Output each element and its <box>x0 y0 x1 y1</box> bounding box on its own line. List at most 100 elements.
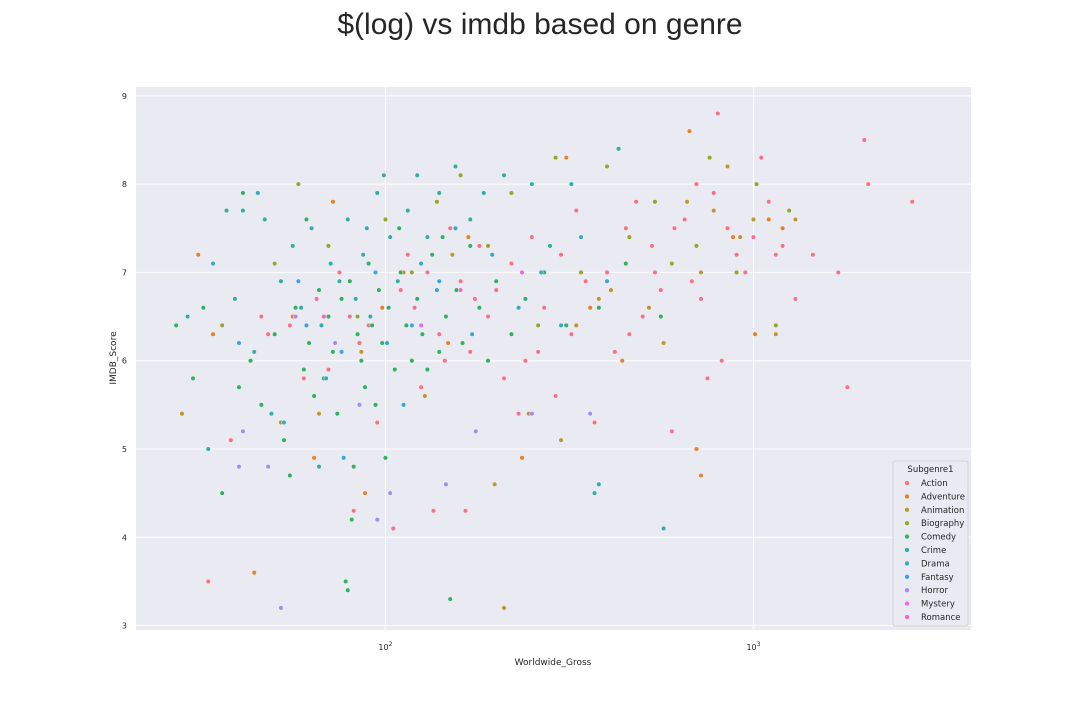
data-point <box>493 287 499 293</box>
legend-marker <box>904 520 910 526</box>
data-point <box>390 525 396 531</box>
data-point <box>780 225 786 231</box>
y-tick-labels: 3 4 5 6 7 8 9 <box>122 92 127 631</box>
data-point <box>704 375 710 381</box>
data-point <box>730 234 736 240</box>
data-point <box>436 278 442 284</box>
data-point <box>355 331 361 337</box>
data-point <box>295 278 301 284</box>
data-point <box>447 225 453 231</box>
data-point <box>623 225 629 231</box>
data-point <box>587 411 593 417</box>
data-point <box>395 278 401 284</box>
data-point <box>501 172 507 178</box>
legend-item-label: Adventure <box>921 492 965 502</box>
legend-item-label: Biography <box>921 519 964 529</box>
data-point <box>773 322 779 328</box>
data-point <box>384 340 390 346</box>
data-point <box>409 358 415 364</box>
data-point <box>596 481 602 487</box>
data-point <box>303 216 309 222</box>
data-point <box>734 269 740 275</box>
data-point <box>558 322 564 328</box>
data-point <box>301 367 307 373</box>
data-point <box>715 110 721 116</box>
data-point <box>255 190 261 196</box>
data-point <box>345 216 351 222</box>
legend-marker <box>904 587 910 593</box>
data-point <box>682 216 688 222</box>
data-point <box>293 314 299 320</box>
data-point <box>481 190 487 196</box>
y-axis-label: IMDB_Score <box>109 331 119 385</box>
data-point <box>693 243 699 249</box>
data-point <box>205 578 211 584</box>
data-point <box>376 287 382 293</box>
data-point <box>295 181 301 187</box>
data-point <box>419 331 425 337</box>
data-point <box>309 225 315 231</box>
data-point <box>353 296 359 302</box>
data-point <box>707 155 713 161</box>
data-point <box>358 349 364 355</box>
data-point <box>240 428 246 434</box>
data-point <box>587 305 593 311</box>
data-point <box>780 243 786 249</box>
data-point <box>810 252 816 258</box>
data-point <box>412 305 418 311</box>
data-point <box>452 163 458 169</box>
data-point <box>578 269 584 275</box>
data-point <box>436 190 442 196</box>
data-point <box>440 234 446 240</box>
data-point <box>529 411 535 417</box>
data-point <box>671 225 677 231</box>
data-point <box>563 322 569 328</box>
data-point <box>493 278 499 284</box>
data-point <box>434 287 440 293</box>
data-point <box>195 252 201 258</box>
data-point <box>379 305 385 311</box>
data-point <box>248 358 254 364</box>
legend-marker <box>904 480 910 486</box>
y-tick-label: 6 <box>122 357 127 366</box>
y-tick-label: 3 <box>122 622 127 631</box>
data-point <box>604 278 610 284</box>
data-point <box>689 278 695 284</box>
grid-lines <box>136 87 971 630</box>
data-point <box>356 340 362 346</box>
data-point <box>752 331 758 337</box>
y-tick-label: 5 <box>122 445 127 454</box>
data-point <box>200 305 206 311</box>
data-point <box>445 340 451 346</box>
data-point <box>462 508 468 514</box>
data-point <box>387 234 393 240</box>
data-point <box>293 305 299 311</box>
data-point <box>336 278 342 284</box>
y-tick-label: 7 <box>122 268 127 277</box>
data-point <box>646 305 652 311</box>
data-point <box>458 287 464 293</box>
data-point <box>414 172 420 178</box>
data-point <box>773 331 779 337</box>
data-point <box>321 314 327 320</box>
data-point <box>541 305 547 311</box>
data-point <box>535 322 541 328</box>
data-point <box>501 375 507 381</box>
data-point <box>508 190 514 196</box>
legend-item-label: Animation <box>921 506 964 516</box>
data-point <box>362 490 368 496</box>
data-point <box>306 340 312 346</box>
data-point <box>298 305 304 311</box>
data-point <box>649 243 655 249</box>
data-point <box>686 128 692 134</box>
data-point <box>619 358 625 364</box>
data-point <box>258 314 264 320</box>
data-point <box>519 455 525 461</box>
data-point <box>758 155 764 161</box>
legend-item-label: Comedy <box>921 533 956 543</box>
data-point <box>489 252 495 258</box>
data-point <box>766 216 772 222</box>
data-point <box>519 269 525 275</box>
legend-title: Subgenre1 <box>907 465 953 475</box>
data-point <box>349 517 355 523</box>
